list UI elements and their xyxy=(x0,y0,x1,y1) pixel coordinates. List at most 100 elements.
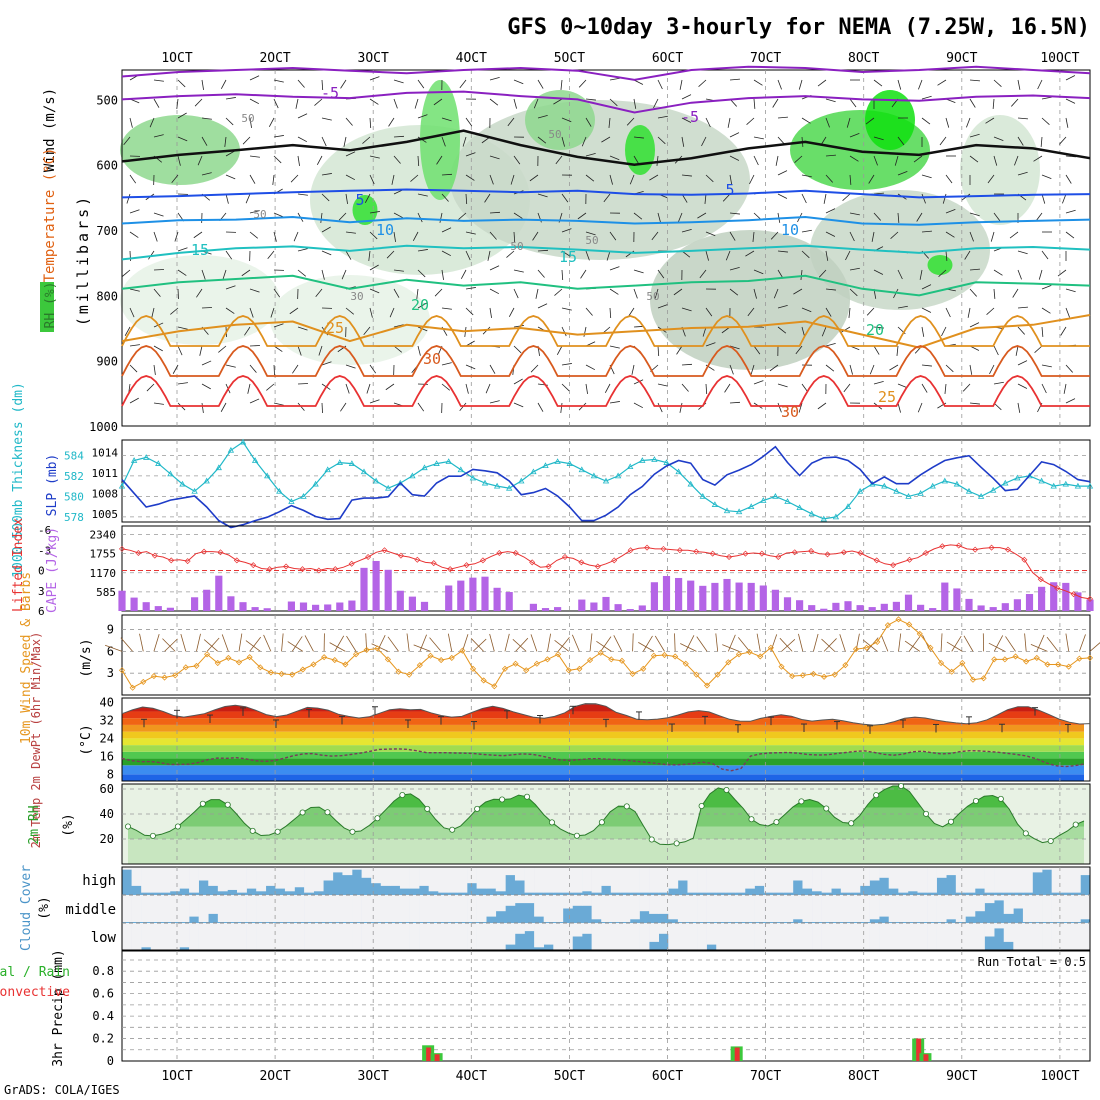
wind-barb xyxy=(386,250,395,259)
rh-point xyxy=(374,815,381,822)
cape-tick-label: 585 xyxy=(96,586,116,599)
thickness-point xyxy=(844,503,852,510)
thickness-tick-label: 580 xyxy=(64,490,84,503)
rh-frame xyxy=(121,783,1091,865)
wind-speed-point xyxy=(310,661,317,668)
wind-barb xyxy=(609,307,612,319)
cloud-clear-cell xyxy=(888,867,899,889)
cloud-clear-cell xyxy=(1061,867,1072,893)
cape-bar xyxy=(324,604,332,611)
cape-bar xyxy=(1013,599,1021,611)
wind-barb xyxy=(441,117,452,122)
cloud-clear-cell xyxy=(859,923,870,950)
thickness-point xyxy=(251,457,259,463)
wind-barb xyxy=(174,231,179,242)
li-point xyxy=(1037,576,1044,583)
wind-barb-10m xyxy=(696,636,708,652)
wind-barb xyxy=(633,402,644,409)
wind-barb xyxy=(941,326,947,337)
cloud-clear-cell xyxy=(649,895,660,914)
cloud-clear-cell xyxy=(294,895,305,922)
cape-bar xyxy=(953,588,961,611)
cloud-clear-cell xyxy=(514,923,525,934)
cloud-clear-cell xyxy=(514,867,525,881)
wind-barb xyxy=(676,345,683,355)
wind-barb-10m xyxy=(737,637,750,652)
wind-barb xyxy=(633,288,638,299)
wind-barb xyxy=(513,325,524,328)
wind-barb xyxy=(417,193,428,197)
wind-barb xyxy=(249,210,260,214)
wind-barb xyxy=(487,250,491,261)
rh-point xyxy=(499,796,506,803)
cloud-clear-cell xyxy=(237,895,247,922)
cloud-clear-cell xyxy=(438,923,449,950)
wind-barb xyxy=(631,364,635,375)
cloud-clear-cell xyxy=(677,895,688,922)
wind-barb xyxy=(561,136,565,147)
cloud-clear-cell xyxy=(658,867,669,893)
wind-barb xyxy=(777,193,788,199)
wind-barb xyxy=(609,231,617,241)
cloud-clear-cell xyxy=(524,923,535,932)
wind-speed-point xyxy=(576,665,583,672)
wind-barb xyxy=(441,269,444,280)
isotherm-line xyxy=(121,65,1091,81)
wind-barb xyxy=(777,116,788,119)
cloud-clear-cell xyxy=(601,895,612,922)
cloud-clear-cell xyxy=(457,923,468,950)
wind-barb xyxy=(433,98,443,106)
cape-bar xyxy=(541,608,550,611)
wind-barb xyxy=(1017,360,1028,366)
cloud-clear-cell xyxy=(812,867,822,892)
rh-point xyxy=(923,810,930,817)
cape-bar xyxy=(154,606,162,611)
wind-ylabel: 10m Wind Speed & Barbs xyxy=(19,572,34,744)
wind-barb xyxy=(297,113,308,119)
thickness-point xyxy=(481,479,489,486)
cloud-clear-cell xyxy=(773,895,784,922)
top-tick-label: 6OCT xyxy=(652,51,683,66)
cloud-clear-cell xyxy=(265,867,276,886)
li-point xyxy=(791,549,798,556)
cloud-clear-cell xyxy=(649,867,660,893)
wind-barb xyxy=(657,304,668,309)
cape-bar xyxy=(650,582,658,611)
wind-barb xyxy=(609,155,620,161)
cloud-clear-cell xyxy=(1003,867,1014,893)
rh-point xyxy=(149,832,156,839)
wind-speed-point xyxy=(874,638,881,645)
wind-barb xyxy=(201,172,212,176)
wind-barb xyxy=(993,402,1002,411)
wind-barb xyxy=(366,383,371,394)
wind-barb xyxy=(129,117,133,128)
thickness-point xyxy=(421,464,428,471)
isotherm-label: 20 xyxy=(866,321,884,339)
wind-barb xyxy=(825,154,836,157)
thickness-point xyxy=(699,493,706,499)
cloud-clear-cell xyxy=(543,895,554,922)
li-point xyxy=(168,557,175,564)
li-point xyxy=(217,549,224,556)
cloud-clear-cell xyxy=(783,895,794,922)
thickness-point xyxy=(445,458,452,464)
wind-barb-10m xyxy=(139,633,144,652)
rh-band xyxy=(128,826,1084,839)
wind-barb xyxy=(921,174,932,179)
cloud-clear-cell xyxy=(687,923,698,950)
wind-barb xyxy=(604,383,611,394)
wind-barb xyxy=(633,98,637,109)
wind-speed-point xyxy=(672,653,679,660)
wind-barb xyxy=(345,383,350,394)
wind-barb xyxy=(1041,383,1047,394)
cloud-clear-cell xyxy=(419,867,429,886)
wind-barb xyxy=(1065,98,1076,104)
cloud-clear-cell xyxy=(831,867,842,889)
thickness-point xyxy=(663,459,670,465)
isotherm-line xyxy=(121,244,1091,261)
wind-barb xyxy=(172,364,179,374)
wind-barb xyxy=(345,174,356,181)
cloud-clear-cell xyxy=(361,923,372,950)
thickness-point xyxy=(602,477,610,484)
cloud-clear-cell xyxy=(505,867,516,876)
